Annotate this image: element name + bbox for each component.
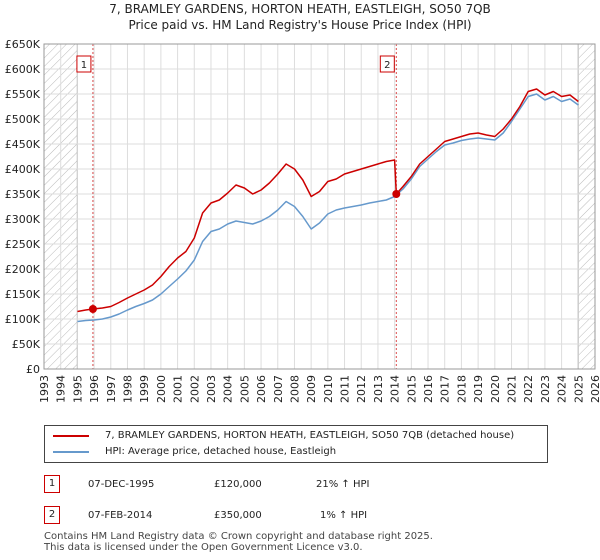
- x-tick-label: 1999: [138, 375, 151, 403]
- x-tick-label: 2001: [172, 375, 185, 403]
- footer-licence: This data is licensed under the Open Gov…: [44, 542, 363, 553]
- x-tick-label: 2004: [222, 375, 235, 403]
- transaction-badge-label: 2: [384, 60, 390, 71]
- y-tick-label: £650K: [5, 38, 41, 51]
- legend-swatch-property: [53, 435, 89, 437]
- x-tick-label: 2014: [389, 375, 402, 403]
- x-tick-label: 2003: [205, 375, 218, 403]
- x-tick-label: 2013: [372, 375, 385, 403]
- transaction-hpi: 21% ↑ HPI: [316, 479, 370, 490]
- legend-label-hpi: HPI: Average price, detached house, East…: [105, 446, 337, 457]
- x-tick-label: 1997: [105, 375, 118, 403]
- x-tick-label: 2019: [472, 375, 485, 403]
- x-tick-label: 2011: [339, 375, 352, 403]
- legend-label-property: 7, BRAMLEY GARDENS, HORTON HEATH, EASTLE…: [105, 430, 515, 441]
- plot-frame: [43, 43, 596, 370]
- y-tick-label: £150K: [5, 288, 41, 301]
- y-tick-label: £0: [26, 363, 40, 376]
- transaction-badge: 2: [44, 506, 60, 524]
- x-tick-label: 2021: [506, 375, 519, 403]
- transaction-date: 07-DEC-1995: [88, 479, 155, 490]
- chart-title-line1: 7, BRAMLEY GARDENS, HORTON HEATH, EASTLE…: [109, 2, 491, 16]
- x-tick-label: 2002: [188, 375, 201, 403]
- y-tick-label: £200K: [5, 263, 41, 276]
- transaction-marker: [88, 305, 97, 313]
- y-tick-label: £50K: [12, 338, 41, 351]
- chart-title-line2: Price paid vs. HM Land Registry's House …: [128, 18, 472, 32]
- x-tick-label: 2024: [556, 375, 569, 403]
- price-chart: £0 £50K £100K £150K £200K £250K £300K £350K £400…: [5, 38, 600, 403]
- transaction-marker: [392, 190, 401, 198]
- x-tick-label: 1995: [71, 375, 84, 403]
- y-tick-label: £550K: [5, 88, 41, 101]
- x-tick-label: 2015: [405, 375, 418, 403]
- x-tick-label: 1994: [55, 375, 68, 403]
- transaction-badge-label: 1: [81, 60, 87, 71]
- legend: 7, BRAMLEY GARDENS, HORTON HEATH, EASTLE…: [44, 425, 548, 463]
- x-tick-label: 2016: [422, 375, 435, 403]
- x-tick-label: 2022: [522, 375, 535, 403]
- x-tick-label: 2007: [272, 375, 285, 403]
- x-tick-label: 1996: [88, 375, 101, 403]
- x-tick-label: 2005: [238, 375, 251, 403]
- x-tick-label: 1993: [38, 375, 51, 403]
- x-tick-label: 2026: [589, 375, 600, 403]
- x-tick-label: 2000: [155, 375, 168, 403]
- x-tick-label: 2020: [489, 375, 502, 403]
- x-tick-label: 1998: [121, 375, 134, 403]
- y-tick-label: £350K: [5, 188, 41, 201]
- x-tick-label: 2006: [255, 375, 268, 403]
- transaction-badge-box: [76, 55, 92, 73]
- x-tick-label: 2023: [539, 375, 552, 403]
- y-tick-label: £500K: [5, 113, 41, 126]
- hpi-line: [77, 93, 579, 323]
- y-tick-label: £600K: [5, 63, 41, 76]
- y-tick-label: £450K: [5, 138, 41, 151]
- transaction-date: 07-FEB-2014: [88, 510, 153, 521]
- transaction-hpi: 1% ↑ HPI: [320, 510, 368, 521]
- property-price-line: [77, 88, 579, 313]
- y-tick-label: £300K: [5, 213, 41, 226]
- y-tick-label: £250K: [5, 238, 41, 251]
- transaction-price: £120,000: [214, 479, 262, 490]
- x-tick-label: 2017: [439, 375, 452, 403]
- x-tick-label: 2009: [305, 375, 318, 403]
- legend-swatch-hpi: [53, 451, 89, 453]
- transaction-badge: 1: [44, 475, 60, 493]
- x-tick-label: 2025: [572, 375, 585, 403]
- x-tick-label: 2018: [455, 375, 468, 403]
- y-tick-label: £400K: [5, 163, 41, 176]
- y-tick-label: £100K: [5, 313, 41, 326]
- footer-copyright: Contains HM Land Registry data © Crown c…: [44, 531, 433, 542]
- x-tick-label: 2010: [322, 375, 335, 403]
- transaction-price: £350,000: [214, 510, 262, 521]
- hatched-region: [578, 44, 595, 369]
- x-tick-label: 2012: [355, 375, 368, 403]
- x-tick-label: 2008: [288, 375, 301, 403]
- transaction-badge-box: [379, 55, 395, 73]
